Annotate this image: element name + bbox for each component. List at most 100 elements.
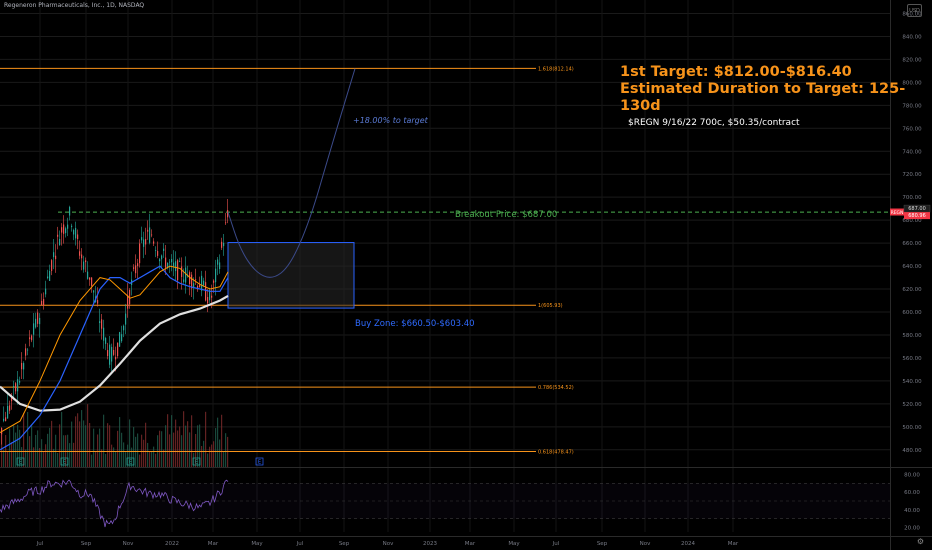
volume-bar [147,442,149,467]
volume-bar [59,424,61,467]
candle-body [217,259,219,265]
currency-button[interactable]: USD [907,4,922,17]
volume-bar [77,413,79,467]
volume-bar [7,451,9,467]
candle-body [123,325,125,331]
volume-bar [159,430,161,467]
candle-body [79,251,81,256]
volume-bar [129,419,131,467]
time-tick-label: Sep [339,541,350,547]
candle-body [223,242,225,247]
last-badge: 680.96 [908,213,926,219]
projection-curve [227,68,356,278]
buy-zone [227,242,355,309]
buy-zone-box [227,242,355,309]
time-tick-label: Mar [728,541,739,547]
candle-body [215,268,217,283]
rsi-pane: 80.00 60.00 40.00 20.00 [0,472,920,532]
volume-bar [81,410,83,467]
time-tick-label: 2023 [423,541,437,547]
price-tick-label: 760.00 [902,126,922,132]
price-tick-label: 780.00 [902,103,922,109]
candle-body [9,405,11,411]
price-tick-label: 480.00 [902,448,922,454]
candle-body [129,289,131,305]
candle-body [155,249,157,251]
price-badge: 687.00 [908,206,926,212]
candle-body [83,261,85,270]
candle-body [11,396,13,402]
volume-bar [91,454,93,467]
pct-to-target-label: +18.00% to target [353,116,429,125]
candle-body [23,363,25,370]
candle-body [143,239,145,247]
candle-body [45,288,47,295]
candle-body [127,295,129,309]
volume-bar [43,451,45,467]
candle-body [161,255,163,260]
price-tick-label: 620.00 [902,287,922,293]
price-tick-label: 820.00 [902,57,922,63]
price-tick-label: 560.00 [902,356,922,362]
volume-bar [101,449,103,467]
candle-body [71,225,73,228]
candle-body [117,342,119,357]
last-badge-bg [904,212,930,220]
price-tick-label: 540.00 [902,379,922,385]
gear-icon[interactable]: ⚙ [916,537,924,546]
candle-body [185,267,187,283]
candle-body [15,383,17,392]
volume-bar [155,453,157,467]
candle-body [85,260,87,263]
candle-body [191,274,193,289]
volume-bar [35,434,37,467]
time-tick-label: Nov [123,541,134,547]
candle-body [73,230,75,235]
volume-bar [223,451,225,467]
volume-bar [221,414,223,467]
candle-body [119,332,121,347]
volume-bar [75,416,77,467]
breakout-label: Breakout Price: $687.00 [455,210,557,220]
target-annotation: 1st Target: $812.00-$816.40 Estimated Du… [620,64,932,128]
volume-bar [185,425,187,467]
candle-body [49,270,51,281]
volume-bar [69,443,71,467]
candle-body [61,227,63,233]
candle-body [3,418,5,421]
volume-bar [27,411,29,467]
candle-body [195,279,197,281]
candle-body [201,275,203,291]
candle-body [59,239,61,246]
candle-body [207,297,209,304]
symbol-badge-bg [890,208,904,216]
ma_white-line [0,294,229,412]
volume-bar [219,439,221,467]
volume-bar [165,425,167,467]
volume-bar [57,452,59,467]
volume-bar [19,429,21,467]
candle-body [219,262,221,270]
candle-body [67,224,69,229]
symbol-badge: REGN [891,210,904,216]
volume-bar [89,422,91,467]
candle-body [39,317,41,325]
price-tick-label: 740.00 [902,149,922,155]
volume-bar [87,404,89,467]
volume-bar [103,414,105,467]
earnings-marker [16,457,25,466]
volume-bar [169,434,171,467]
volume-bar [107,423,109,467]
buy-zone-label: Buy Zone: $660.50-$603.40 [355,319,475,329]
candle-body [27,349,29,351]
candle-body [17,379,19,392]
volume-bar [53,448,55,467]
candle-body [103,327,105,341]
volume-bar [215,428,217,467]
volume-bar [139,454,141,467]
volume-bar [1,432,3,467]
volume-bar [173,432,175,467]
volume-bar [99,428,101,467]
candle-body [173,262,175,267]
